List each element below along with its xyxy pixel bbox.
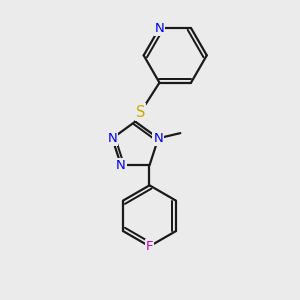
Text: F: F [146, 240, 153, 253]
Text: N: N [107, 132, 117, 145]
Text: N: N [116, 159, 126, 172]
Text: N: N [154, 22, 164, 34]
Text: S: S [136, 105, 145, 120]
Text: N: N [153, 132, 163, 145]
